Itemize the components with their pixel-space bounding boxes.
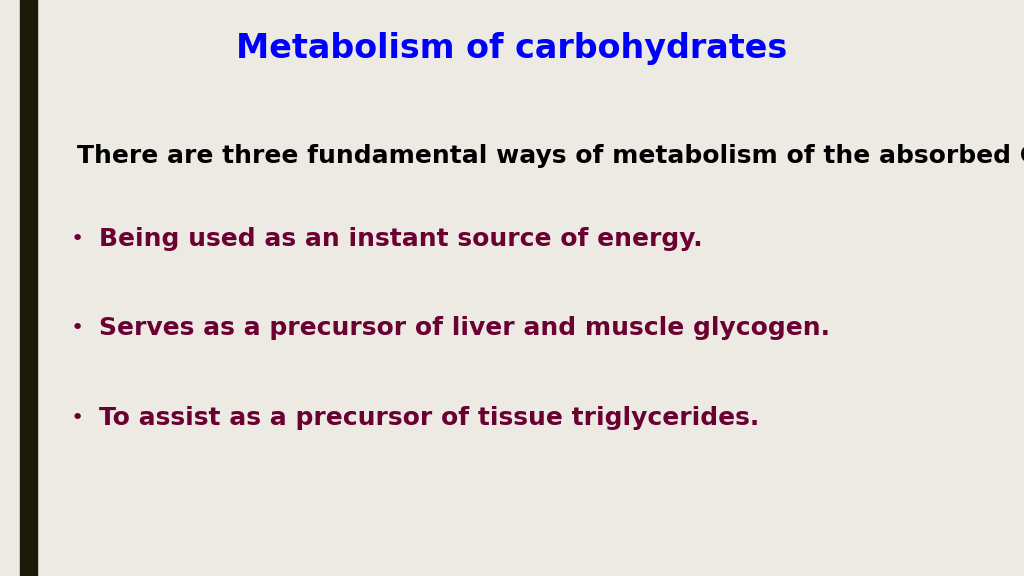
Text: To assist as a precursor of tissue triglycerides.: To assist as a precursor of tissue trigl…: [99, 406, 760, 430]
Text: Serves as a precursor of liver and muscle glycogen.: Serves as a precursor of liver and muscl…: [99, 316, 830, 340]
Text: There are three fundamental ways of metabolism of the absorbed CHO: There are three fundamental ways of meta…: [77, 143, 1024, 168]
Text: •: •: [71, 408, 83, 427]
Text: Metabolism of carbohydrates: Metabolism of carbohydrates: [237, 32, 787, 66]
Text: Being used as an instant source of energy.: Being used as an instant source of energ…: [99, 227, 702, 251]
Text: •: •: [71, 319, 83, 338]
Text: •: •: [71, 229, 83, 249]
